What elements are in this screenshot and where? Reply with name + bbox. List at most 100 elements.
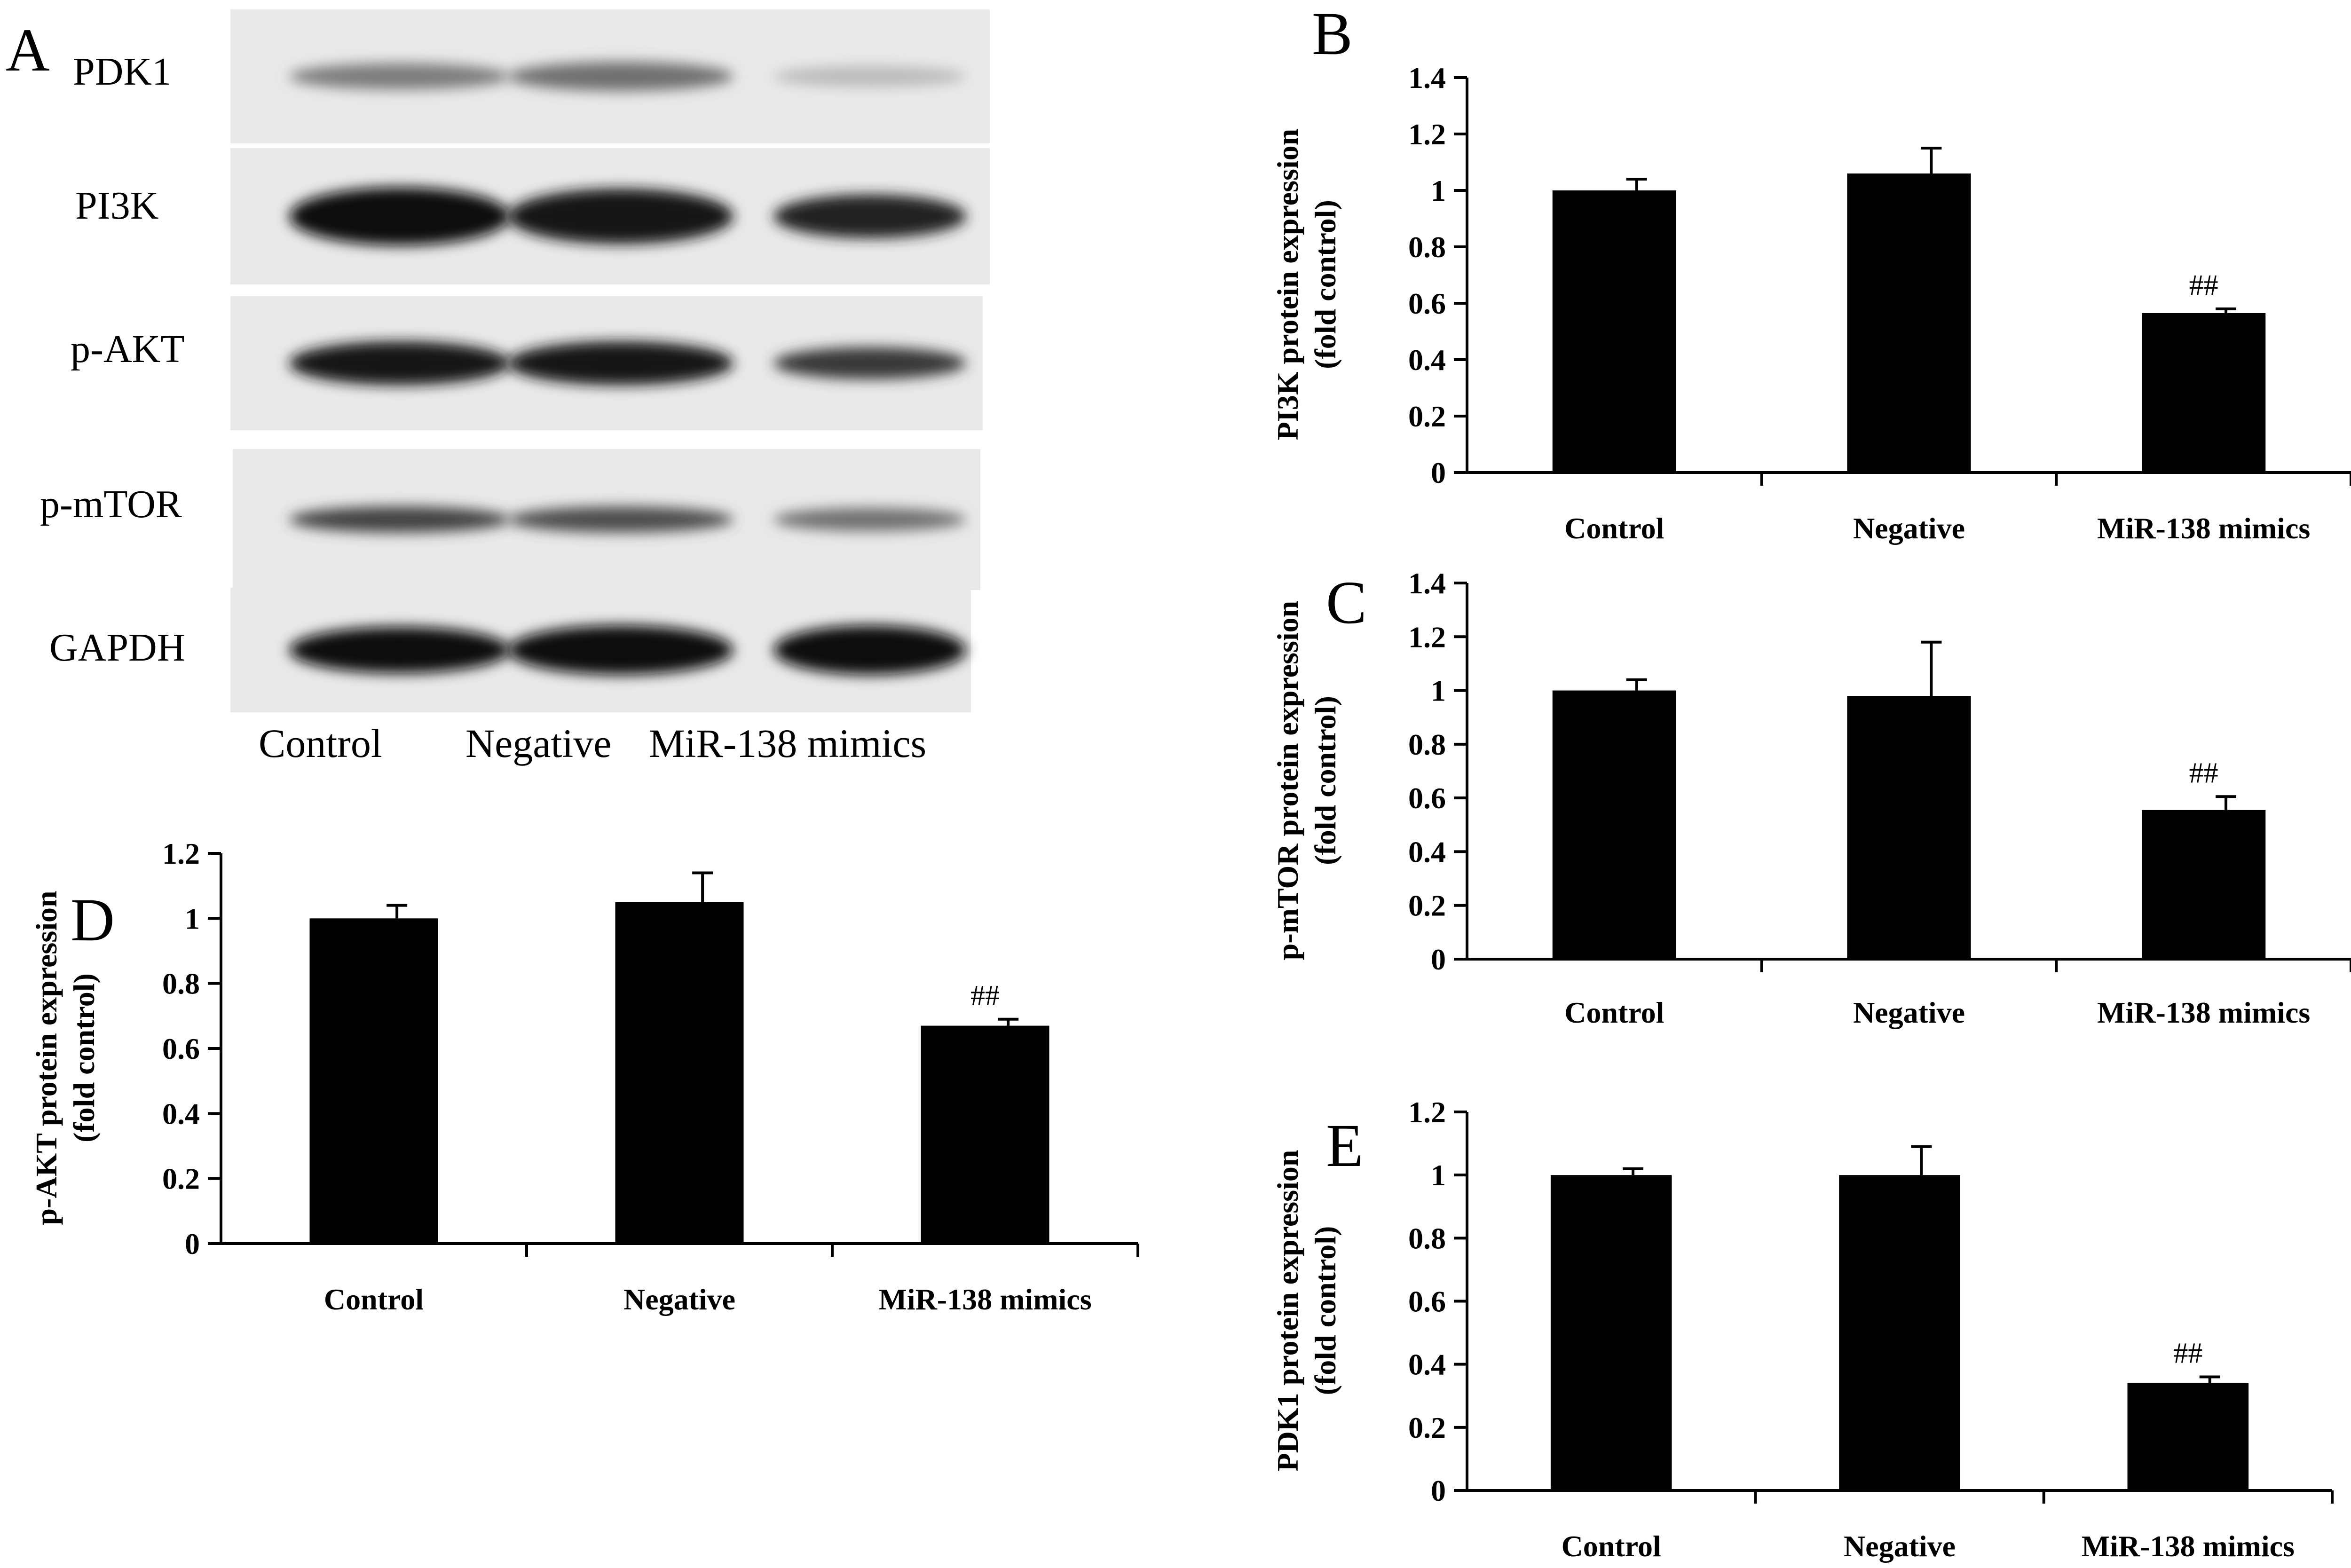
chart-b-y-tick-label: 1 [1431, 174, 1446, 207]
blot-band-pi3k-control [289, 187, 510, 245]
chart-b-y-tick-label: 0.2 [1408, 400, 1446, 433]
chart-c-category-label-mir-138-mimics: MiR-138 mimics [2097, 996, 2310, 1029]
chart-c-y-axis-subtitle: (fold control) [1309, 696, 1342, 865]
chart-d-category-label-negative: Negative [623, 1283, 735, 1316]
chart-d-y-tick-label: 0.8 [162, 967, 200, 1001]
chart-e-bar-control [1550, 1175, 1672, 1490]
chart-d-y-tick-label: 0.4 [162, 1097, 200, 1130]
chart-d-bar-mir-138-mimics [921, 1025, 1049, 1244]
chart-b-y-tick-label: 1.2 [1408, 118, 1446, 151]
chart-d-y-tick-label: 1.2 [162, 837, 200, 870]
chart-b-y-axis-title: PI3K protein expression [1271, 129, 1304, 441]
blot-lane-label-negative: Negative [465, 721, 611, 766]
chart-b-bar-negative [1847, 173, 1971, 473]
blot-band-p-mtor-mir-138-mimics [773, 508, 966, 531]
chart-d-bar-control [309, 918, 438, 1244]
chart-c-significance-mir-138-mimics: ## [2189, 757, 2218, 789]
chart-e-y-tick-label: 0 [1431, 1474, 1446, 1507]
blot-label-p-akt: p-AKT [71, 327, 185, 371]
chart-panel-b: 0 0.2 0.4 0.6 0.8 1 1.2 1.4 Control Negative ## MiR… [1271, 61, 2351, 545]
chart-panel-c: 0 0.2 0.4 0.6 0.8 1 1.2 1.4 Control Negative ## MiR… [1271, 567, 2351, 1029]
blot-lane-label-control: Control [259, 721, 382, 766]
chart-panel-e: 0 0.2 0.4 0.6 0.8 1 1.2 Control Negative ## MiR-13… [1271, 1095, 2334, 1563]
chart-c-y-tick-label: 1.2 [1408, 620, 1446, 654]
chart-e-y-tick-label: 1 [1431, 1158, 1446, 1192]
chart-c-y-tick-label: 0.8 [1408, 728, 1446, 761]
chart-e-significance-mir-138-mimics: ## [2173, 1338, 2202, 1370]
chart-c-bar-control [1552, 690, 1676, 959]
chart-c-bar-mir-138-mimics [2142, 810, 2266, 959]
blot-label-p-mtor: p-mTOR [40, 482, 182, 526]
chart-d-y-axis-title: p-AKT protein expression [30, 890, 63, 1225]
chart-c-y-tick-label: 0 [1431, 943, 1446, 976]
blot-label-gapdh: GAPDH [49, 626, 185, 670]
blot-band-pdk1-mir-138-mimics [773, 66, 966, 87]
chart-c-y-axis-title: p-mTOR protein expression [1271, 601, 1304, 961]
panel-letter-a: A [6, 16, 50, 84]
chart-d-significance-mir-138-mimics: ## [970, 980, 1000, 1012]
chart-e-category-label-mir-138-mimics: MiR-138 mimics [2082, 1529, 2295, 1563]
chart-e-y-tick-label: 0.6 [1408, 1285, 1446, 1318]
chart-c-category-label-control: Control [1564, 996, 1664, 1029]
chart-b-y-tick-label: 1.4 [1408, 61, 1446, 95]
chart-e-category-label-control: Control [1562, 1529, 1661, 1563]
blot-lane-label-mir-138-mimics: MiR-138 mimics [649, 721, 926, 766]
chart-e-bar-negative [1839, 1175, 1960, 1490]
blot-band-gapdh-control [289, 626, 510, 674]
chart-b-y-axis-subtitle: (fold control) [1309, 200, 1342, 369]
chart-e-category-label-negative: Negative [1844, 1529, 1956, 1563]
blot-band-p-akt-negative [508, 341, 734, 385]
chart-e-y-axis-subtitle: (fold control) [1309, 1226, 1342, 1395]
chart-c-y-tick-label: 0.2 [1408, 889, 1446, 922]
chart-e-bar-mir-138-mimics [2127, 1383, 2249, 1490]
blot-band-pi3k-negative [508, 189, 734, 244]
blot-band-pdk1-control [289, 63, 510, 90]
chart-d-bar-negative [615, 902, 744, 1244]
blot-band-p-mtor-control [289, 506, 510, 533]
blot-band-pi3k-mir-138-mimics [773, 194, 966, 238]
chart-b-y-tick-label: 0.6 [1408, 287, 1446, 320]
chart-b-y-tick-label: 0 [1431, 456, 1446, 489]
blot-band-p-mtor-negative [508, 506, 734, 533]
blot-band-gapdh-mir-138-mimics [773, 625, 966, 675]
chart-e-y-tick-label: 0.2 [1408, 1411, 1446, 1444]
chart-d-category-label-control: Control [324, 1283, 424, 1316]
chart-b-category-label-negative: Negative [1853, 512, 1965, 545]
chart-c-y-tick-label: 1.4 [1408, 567, 1446, 600]
panel-letter-c: C [1326, 569, 1367, 637]
chart-c-bar-negative [1847, 696, 1971, 959]
chart-b-significance-mir-138-mimics: ## [2189, 269, 2218, 301]
panel-letter-e: E [1326, 1112, 1363, 1180]
chart-d-y-tick-label: 0 [185, 1227, 200, 1261]
blot-band-p-akt-mir-138-mimics [773, 347, 966, 379]
chart-panel-d: 0 0.2 0.4 0.6 0.8 1 1.2 Control Negative ## MiR-13… [30, 837, 1139, 1316]
panel-letter-b: B [1312, 0, 1353, 68]
chart-b-y-tick-label: 0.8 [1408, 230, 1446, 264]
chart-d-category-label-mir-138-mimics: MiR-138 mimics [878, 1283, 1091, 1316]
chart-d-y-axis-subtitle: (fold control) [67, 973, 101, 1143]
chart-b-category-label-control: Control [1564, 512, 1664, 545]
chart-b-bar-mir-138-mimics [2142, 313, 2266, 473]
chart-b-bar-control [1552, 190, 1676, 473]
chart-e-y-tick-label: 0.8 [1408, 1221, 1446, 1255]
panel-letter-d: D [71, 886, 115, 954]
chart-c-y-tick-label: 0.6 [1408, 781, 1446, 815]
blot-label-pi3k: PI3K [75, 184, 158, 228]
chart-c-y-tick-label: 1 [1431, 674, 1446, 708]
chart-d-y-tick-label: 1 [185, 902, 200, 935]
chart-b-category-label-mir-138-mimics: MiR-138 mimics [2097, 512, 2310, 545]
blot-band-gapdh-negative [508, 625, 734, 675]
chart-c-y-tick-label: 0.4 [1408, 835, 1446, 868]
blot-band-pdk1-negative [508, 62, 734, 91]
western-blot: PDK1 PI3K p-AKT p-mTOR GAPDH Control Negative M… [40, 9, 990, 766]
blot-band-p-akt-control [289, 341, 510, 385]
chart-e-y-tick-label: 0.4 [1408, 1348, 1446, 1381]
blot-label-pdk1: PDK1 [73, 50, 172, 94]
chart-d-y-tick-label: 0.6 [162, 1032, 200, 1065]
chart-b-y-tick-label: 0.4 [1408, 343, 1446, 377]
chart-d-y-tick-label: 0.2 [162, 1162, 200, 1196]
chart-e-y-tick-label: 1.2 [1408, 1095, 1446, 1129]
chart-c-category-label-negative: Negative [1853, 996, 1965, 1029]
chart-e-y-axis-title: PDK1 protein expression [1271, 1150, 1304, 1472]
